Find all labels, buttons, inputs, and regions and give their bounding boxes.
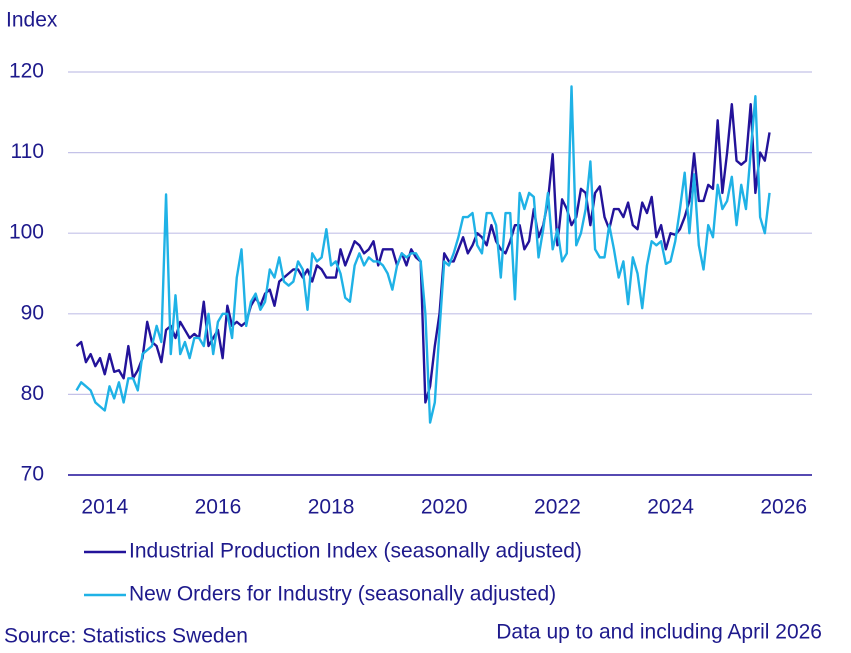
x-tick-label: 2024	[647, 496, 694, 519]
note: Data up to and including April 2026	[496, 621, 822, 644]
legend-label: Industrial Production Index (seasonally …	[129, 540, 582, 563]
series-line	[75, 103, 771, 404]
y-tick-label: 80	[21, 382, 44, 405]
x-tick-label: 2020	[421, 496, 468, 519]
legend-label: New Orders for Industry (seasonally adju…	[129, 583, 556, 606]
x-tick-label: 2026	[760, 496, 807, 519]
x-tick-label: 2014	[81, 496, 128, 519]
x-tick-label: 2018	[308, 496, 355, 519]
x-tick-label: 2022	[534, 496, 581, 519]
y-tick-label: 100	[9, 221, 44, 244]
y-tick-label: 110	[11, 140, 44, 163]
x-tick-label: 2016	[195, 496, 242, 519]
y-tick-label: 120	[9, 60, 44, 83]
y-axis-label: Index	[6, 9, 58, 32]
source: Source: Statistics Sweden	[4, 625, 248, 648]
y-tick-label: 90	[21, 301, 44, 324]
series-line	[75, 85, 771, 424]
y-tick-label: 70	[21, 463, 44, 486]
